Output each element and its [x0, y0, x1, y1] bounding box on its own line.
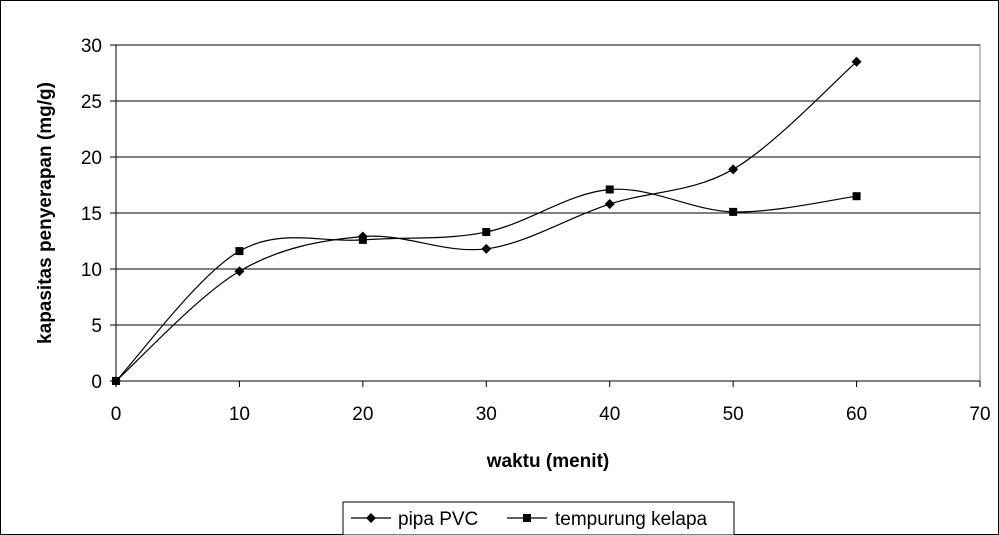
x-tick-label-0: 0 [111, 404, 122, 425]
legend-label-pipa-pvc: pipa PVC [398, 509, 478, 530]
data-point-tempurung-kelapa-10 [235, 247, 244, 256]
y-tick-label-20: 20 [81, 148, 102, 169]
x-tick-label-20: 20 [352, 404, 373, 425]
y-axis-title: kapasitas penyerapan (mg/g) [35, 82, 56, 344]
y-tick-label-0: 0 [91, 372, 102, 393]
x-axis-title: waktu (menit) [486, 451, 609, 472]
x-tick-label-70: 70 [969, 404, 990, 425]
legend: pipa PVC tempurung kelapa [342, 501, 735, 535]
legend-marker-tempurung-kelapa [523, 514, 531, 522]
data-point-tempurung-kelapa-30 [482, 228, 491, 237]
data-point-tempurung-kelapa-20 [358, 235, 367, 244]
y-tick-label-25: 25 [81, 92, 102, 113]
y-tick-label-10: 10 [81, 260, 102, 281]
gridlines [116, 44, 980, 326]
data-point-pipa-pvc-10 [234, 266, 245, 277]
legend-marker-pipa-pvc [366, 513, 376, 523]
data-point-tempurung-kelapa-50 [729, 207, 738, 216]
y-tick-label-5: 5 [91, 316, 102, 337]
data-point-pipa-pvc-30 [481, 243, 492, 254]
data-point-pipa-pvc-60 [851, 56, 862, 67]
x-tick-label-60: 60 [846, 404, 867, 425]
data-point-tempurung-kelapa-60 [852, 192, 861, 201]
x-tick-label-10: 10 [229, 404, 250, 425]
y-tick-label-30: 30 [81, 36, 102, 57]
y-tick-label-15: 15 [81, 204, 102, 225]
x-tick-label-30: 30 [476, 404, 497, 425]
x-tick-label-40: 40 [599, 404, 620, 425]
data-point-pipa-pvc-40 [604, 199, 615, 210]
data-point-tempurung-kelapa-0 [112, 377, 120, 385]
series [111, 56, 862, 386]
x-tick-label-50: 50 [723, 404, 744, 425]
data-point-tempurung-kelapa-40 [605, 185, 614, 194]
ticks: 0 5 10 15 20 25 30 0 10 20 30 40 50 60 70 [81, 36, 991, 425]
data-point-pipa-pvc-50 [728, 164, 739, 175]
legend-label-tempurung-kelapa: tempurung kelapa [555, 509, 708, 530]
